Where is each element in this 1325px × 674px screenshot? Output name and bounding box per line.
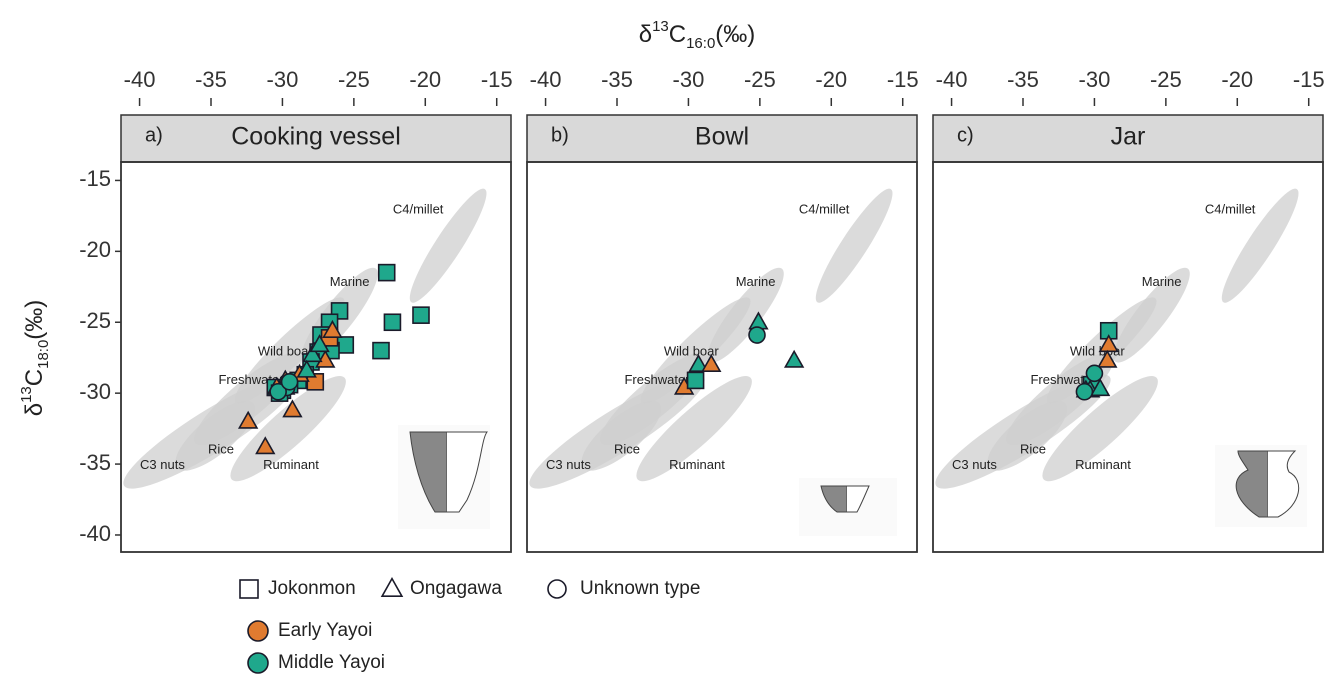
triangle-marker (382, 579, 402, 597)
square-marker (384, 314, 400, 330)
x-label-prefix: δ (639, 21, 652, 48)
y-tick-label: -35 (79, 450, 111, 475)
region-label: C3 nuts (140, 457, 185, 472)
y-label-base: C (21, 369, 48, 386)
x-tick-label: -30 (673, 67, 705, 92)
region-label: Ruminant (1075, 457, 1131, 472)
legend-label: Early Yayoi (278, 620, 372, 641)
plot-area: C4/milletMarineWild boarFreshwaterRiceC3… (113, 182, 496, 529)
y-tick-label: -30 (79, 379, 111, 404)
y-label-prefix: δ (21, 403, 48, 416)
x-label-suffix: (‰) (715, 21, 755, 48)
x-label-sup: 13 (652, 18, 669, 35)
x-axis-title: δ13C16:0(‰) (639, 18, 756, 52)
region-label: Rice (1020, 441, 1046, 456)
y-tick-label: -40 (79, 521, 111, 546)
x-tick-label: -35 (195, 67, 227, 92)
region-label: Ruminant (669, 457, 725, 472)
region-label: Rice (614, 441, 640, 456)
x-tick-label: -15 (481, 67, 513, 92)
circle-marker (282, 374, 298, 390)
panel: b)BowlC4/milletMarineWild boarFreshwater… (519, 67, 919, 552)
legend-label: Unknown type (580, 578, 700, 599)
x-tick-label: -15 (887, 67, 919, 92)
square-marker (240, 580, 258, 598)
square-marker (413, 307, 429, 323)
x-tick-label: -35 (601, 67, 633, 92)
region-label: C3 nuts (952, 457, 997, 472)
x-tick-label: -25 (744, 67, 776, 92)
panel-label: a) (145, 124, 163, 146)
region-label: Rice (208, 441, 234, 456)
region-label: Marine (330, 274, 370, 289)
y-axis-title: δ13C18:0(‰) (18, 300, 52, 417)
x-label-base: C (669, 21, 686, 48)
region-label: C4/millet (799, 202, 850, 217)
y-label-sup: 13 (18, 386, 35, 403)
circle-marker (1086, 365, 1102, 381)
circle-marker (1076, 384, 1092, 400)
square-marker (373, 343, 389, 359)
y-tick-label: -15 (79, 166, 111, 191)
x-tick-label: -40 (124, 67, 156, 92)
y-label-sub: 18:0 (35, 340, 52, 369)
region-label: Marine (736, 274, 776, 289)
x-tick-label: -25 (1150, 67, 1182, 92)
x-label-sub: 16:0 (686, 35, 715, 52)
x-tick-label: -35 (1007, 67, 1039, 92)
x-tick-label: -30 (1079, 67, 1111, 92)
panel-title: Cooking vessel (231, 123, 401, 151)
legend-label: Middle Yayoi (278, 652, 385, 673)
legend: Jokonmon Ongagawa Unknown type Early Yayoi M… (240, 578, 700, 673)
region-label: Ruminant (263, 457, 319, 472)
y-tick-label: -25 (79, 308, 111, 333)
triangle-marker (785, 351, 803, 367)
square-marker (379, 265, 395, 281)
x-tick-label: -40 (936, 67, 968, 92)
plot-area: C4/milletMarineWild boarFreshwaterRiceC3… (519, 182, 902, 536)
y-label-suffix: (‰) (21, 300, 48, 340)
y-tick-label: -20 (79, 237, 111, 262)
circle-marker (548, 580, 566, 598)
circle-marker (248, 653, 268, 673)
panel-label: c) (957, 124, 974, 146)
panel-title: Bowl (695, 123, 749, 151)
plot-area: C4/milletMarineWild boarFreshwaterRiceC3… (925, 182, 1308, 527)
x-tick-label: -25 (338, 67, 370, 92)
legend-label: Jokonmon (268, 578, 356, 599)
region-label: C3 nuts (546, 457, 591, 472)
x-tick-label: -30 (267, 67, 299, 92)
region-label: C4/millet (393, 202, 444, 217)
x-tick-label: -40 (530, 67, 562, 92)
x-tick-label: -20 (1221, 67, 1253, 92)
figure: δ13C16:0(‰) δ13C18:0(‰) a)Cooking vessel… (0, 0, 1325, 674)
square-marker (688, 372, 704, 388)
region-label: Marine (1142, 274, 1182, 289)
panel-title: Jar (1111, 123, 1146, 151)
x-tick-label: -20 (409, 67, 441, 92)
region-label: C4/millet (1205, 202, 1256, 217)
circle-marker (248, 621, 268, 641)
panel-label: b) (551, 124, 569, 146)
legend-label: Ongagawa (410, 578, 502, 599)
x-tick-label: -20 (815, 67, 847, 92)
circle-marker (749, 327, 765, 343)
x-tick-label: -15 (1293, 67, 1325, 92)
